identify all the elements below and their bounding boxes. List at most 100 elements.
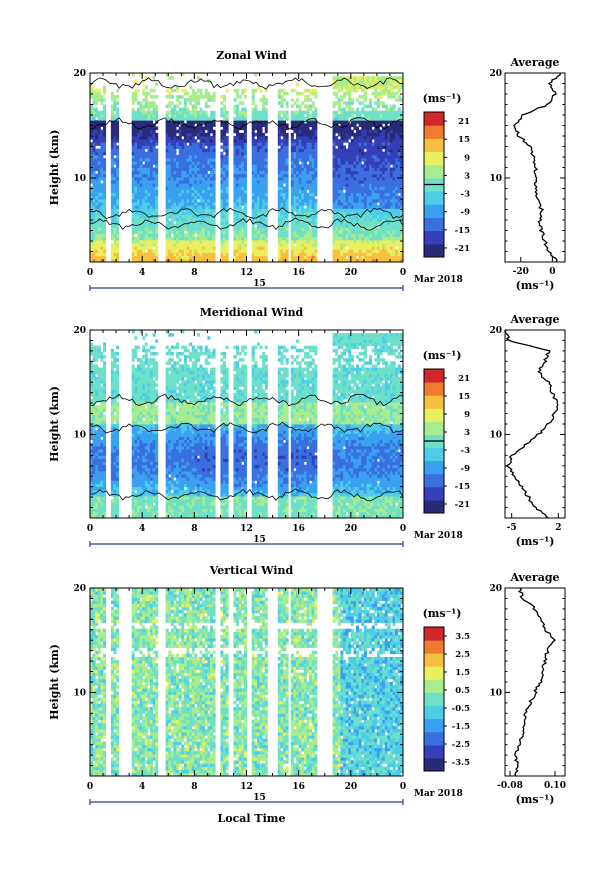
heatmap-cell <box>153 89 156 93</box>
heatmap-cell <box>111 237 114 241</box>
heatmap-cell <box>202 133 205 137</box>
heatmap-cell <box>184 227 187 231</box>
heatmap-cell <box>137 171 140 175</box>
heatmap-cell <box>132 240 135 244</box>
heatmap-cell <box>168 164 171 168</box>
heatmap-cell <box>176 158 179 162</box>
heatmap-cell <box>176 168 179 172</box>
heatmap-cell <box>173 161 176 165</box>
heatmap-cell <box>296 168 299 172</box>
heatmap-cell <box>241 177 244 181</box>
heatmap-cell <box>116 183 119 187</box>
heatmap-cell <box>213 221 216 225</box>
heatmap-cell <box>293 246 296 250</box>
heatmap-cell <box>213 136 216 140</box>
heatmap-cell <box>254 105 257 109</box>
heatmap-cell <box>364 79 367 83</box>
heatmap-cell <box>390 105 393 109</box>
heatmap-cell <box>338 168 341 172</box>
heatmap-cell <box>351 190 354 194</box>
heatmap-cell <box>390 186 393 190</box>
heatmap-cell <box>335 155 338 159</box>
heatmap-cell <box>369 215 372 219</box>
heatmap-cell <box>361 246 364 250</box>
heatmap-cell <box>205 114 208 118</box>
heatmap-cell <box>286 152 289 156</box>
heatmap-cell <box>155 249 158 253</box>
heatmap-cell <box>312 123 315 127</box>
heatmap-cell <box>395 196 398 200</box>
heatmap-cell <box>140 202 143 206</box>
heatmap-cell <box>254 208 257 212</box>
heatmap-cell <box>293 120 296 124</box>
heatmap-cell <box>351 243 354 247</box>
heatmap-cell <box>304 161 307 165</box>
heatmap-cell <box>283 243 286 247</box>
heatmap-cell <box>252 130 255 134</box>
heatmap-cell <box>116 202 119 206</box>
heatmap-cell <box>210 237 213 241</box>
heatmap-cell <box>278 120 281 124</box>
heatmap-cell <box>239 234 242 238</box>
heatmap-cell <box>166 155 169 159</box>
heatmap-cell <box>192 133 195 137</box>
heatmap-cell <box>192 123 195 127</box>
heatmap-cell <box>113 152 116 156</box>
heatmap-cell <box>278 231 281 235</box>
heatmap-cell <box>147 105 150 109</box>
heatmap-cell <box>239 149 242 153</box>
heatmap-cell <box>312 186 315 190</box>
heatmap-cell <box>306 256 309 260</box>
heatmap-cell <box>147 227 150 231</box>
heatmap-cell <box>356 142 359 146</box>
heatmap-cell <box>103 127 106 131</box>
heatmap-cell <box>192 111 195 115</box>
heatmap-cell <box>179 246 182 250</box>
heatmap-cell <box>252 127 255 131</box>
heatmap-cell <box>260 186 263 190</box>
heatmap-cell <box>335 199 338 203</box>
heatmap-cell <box>187 108 190 112</box>
heatmap-cell <box>233 158 236 162</box>
heatmap-cell <box>314 205 317 209</box>
heatmap-cell <box>236 123 239 127</box>
heatmap-cell <box>226 212 229 216</box>
heatmap-cell <box>147 114 150 118</box>
heatmap-cell <box>236 152 239 156</box>
heatmap-cell <box>301 246 304 250</box>
heatmap-cell <box>179 139 182 143</box>
heatmap-cell <box>168 155 171 159</box>
heatmap-cell <box>213 158 216 162</box>
heatmap-cell <box>223 240 226 244</box>
heatmap-cell <box>359 249 362 253</box>
heatmap-cell <box>382 101 385 105</box>
heatmap-cell <box>262 183 265 187</box>
heatmap-cell <box>278 186 281 190</box>
heatmap-cell <box>299 149 302 153</box>
heatmap-cell <box>179 161 182 165</box>
heatmap-cell <box>374 120 377 124</box>
heatmap-cell <box>369 105 372 109</box>
heatmap-cell <box>340 180 343 184</box>
heatmap-cell <box>207 186 210 190</box>
heatmap-cell <box>393 108 396 112</box>
heatmap-cell <box>181 180 184 184</box>
heatmap-cell <box>187 139 190 143</box>
heatmap-cell <box>140 139 143 143</box>
heatmap-cell <box>95 142 98 146</box>
heatmap-cell <box>210 177 213 181</box>
heatmap-cell <box>93 237 96 241</box>
heatmap-cell <box>260 136 263 140</box>
heatmap-cell <box>338 171 341 175</box>
heatmap-cell <box>356 89 359 93</box>
heatmap-cell <box>356 240 359 244</box>
heatmap-cell <box>236 145 239 149</box>
heatmap-cell <box>187 202 190 206</box>
heatmap-cell <box>385 256 388 260</box>
heatmap-cell <box>353 183 356 187</box>
heatmap-cell <box>372 171 375 175</box>
heatmap-cell <box>260 152 263 156</box>
heatmap-cell <box>314 177 317 181</box>
heatmap-cell <box>205 205 208 209</box>
heatmap-cell <box>171 108 174 112</box>
